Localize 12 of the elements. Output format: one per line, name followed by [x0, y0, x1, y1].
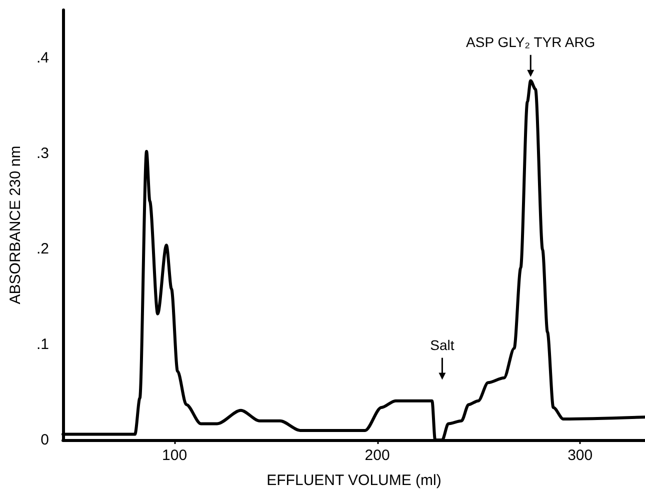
annotation: ASP GLY₂ TYR ARG	[466, 34, 596, 50]
y-tick-label: .4	[36, 49, 49, 66]
x-tick-label: 200	[364, 447, 390, 464]
y-tick-label: .3	[36, 144, 49, 162]
y-tick-label: 0	[40, 432, 49, 448]
annotation: Salt	[430, 336, 454, 353]
y-tick-label: .1	[36, 336, 49, 353]
x-axis-title: EFFLUENT VOLUME (ml)	[266, 472, 442, 489]
y-axis-title: ABSORBANCE 230 nm	[7, 146, 24, 304]
x-tick-label: 100	[162, 447, 188, 464]
x-tick-label: 300	[568, 447, 593, 464]
y-tick-label: .2	[36, 240, 49, 258]
